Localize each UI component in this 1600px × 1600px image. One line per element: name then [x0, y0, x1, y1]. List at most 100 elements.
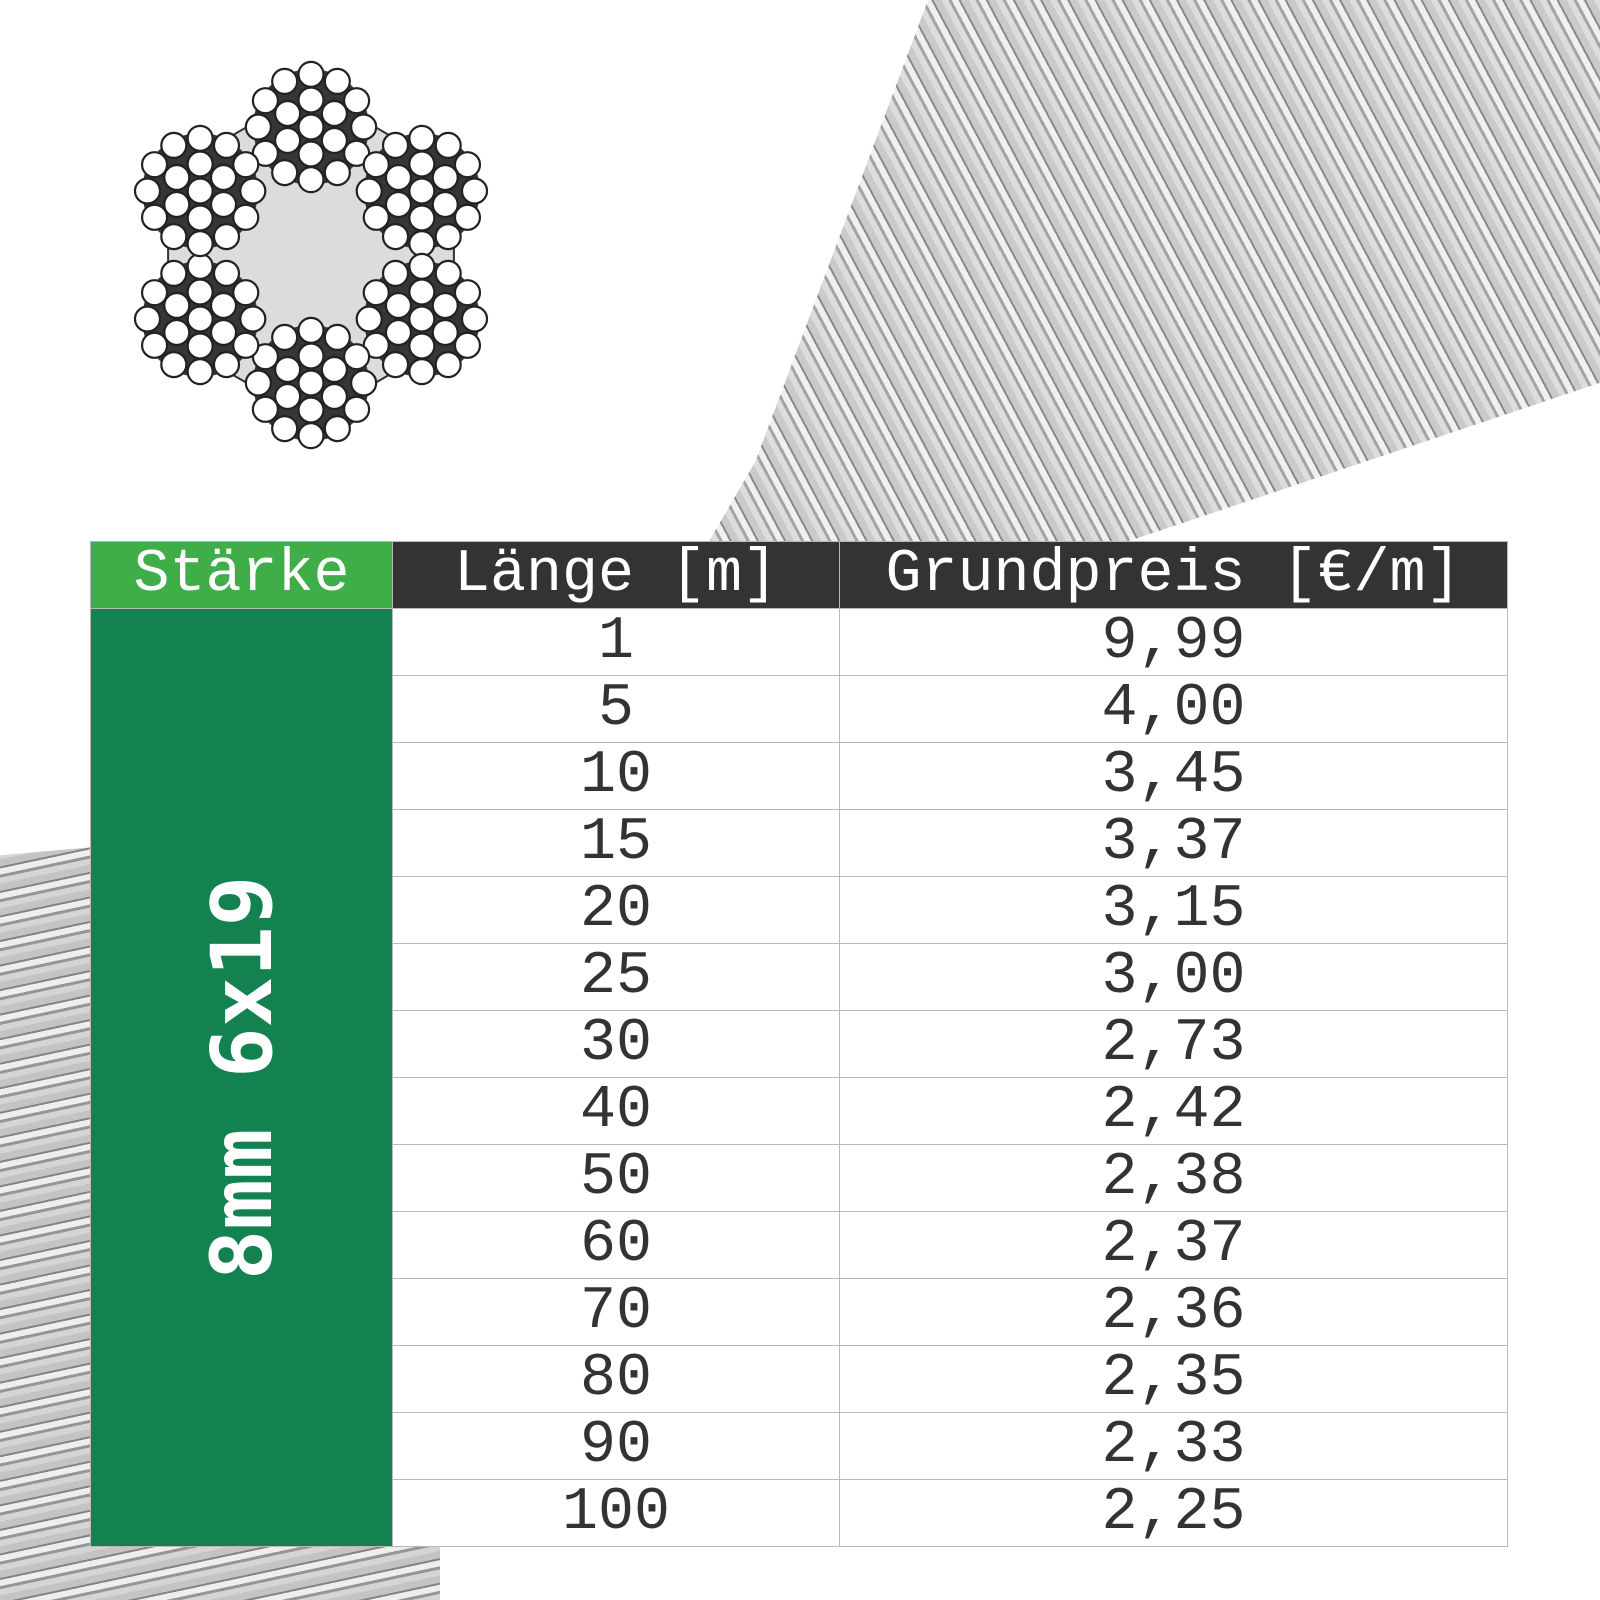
wire	[362, 203, 390, 231]
wire	[239, 177, 267, 205]
wire	[274, 355, 302, 384]
wire	[355, 177, 383, 205]
thickness-cell: 8mm 6x19	[90, 608, 393, 1547]
wire	[212, 350, 241, 379]
header-row: Stärke Länge [m] Grundpreis [€/m]	[90, 541, 1508, 609]
wire	[186, 332, 214, 360]
wire	[186, 177, 214, 205]
wire	[212, 131, 241, 160]
wire	[434, 131, 462, 160]
wire	[271, 158, 299, 187]
wire	[163, 190, 191, 219]
wire	[160, 131, 188, 160]
table-row: 8mm 6x19 1 9,99	[90, 608, 1508, 1547]
wire	[431, 318, 459, 347]
length-cell: 15	[392, 809, 840, 877]
wire	[323, 158, 351, 187]
wire	[271, 414, 299, 443]
table-row: 20 3,15	[91, 876, 1508, 944]
table-row: 40 2,42	[91, 1077, 1508, 1145]
length-cell: 30	[392, 1010, 840, 1078]
wire	[453, 151, 482, 179]
wire	[320, 99, 348, 128]
wire	[212, 259, 241, 288]
wire	[297, 113, 325, 141]
wire	[140, 331, 169, 359]
wire	[297, 140, 325, 168]
wire	[251, 395, 280, 423]
price-cell: 2,33	[839, 1412, 1508, 1480]
wire	[160, 259, 188, 288]
wire	[297, 342, 325, 370]
price-cell: 2,35	[839, 1345, 1508, 1413]
wire	[408, 332, 436, 360]
price-cell: 4,00	[839, 675, 1508, 743]
wire	[381, 259, 410, 288]
wire	[186, 204, 214, 232]
wire	[408, 278, 436, 306]
wire	[408, 124, 436, 152]
price-cell: 2,37	[839, 1211, 1508, 1279]
length-cell: 10	[392, 742, 840, 810]
wire	[140, 203, 169, 231]
wire	[381, 222, 410, 251]
header-thickness: Stärke	[90, 541, 393, 609]
wire	[320, 382, 348, 411]
length-cell: 70	[392, 1278, 840, 1346]
wire	[342, 87, 371, 115]
wire	[342, 343, 371, 371]
table-row: 15 3,37	[91, 809, 1508, 877]
wire	[460, 305, 489, 333]
wire	[186, 230, 214, 258]
wire	[381, 131, 410, 160]
wire	[323, 323, 351, 352]
wire	[381, 350, 410, 379]
length-cell: 60	[392, 1211, 840, 1279]
wire	[133, 305, 162, 333]
wire	[408, 358, 436, 386]
thickness-label: 8mm 6x19	[192, 875, 291, 1280]
wire	[232, 203, 260, 231]
header-length: Länge [m]	[392, 541, 840, 609]
table-row: 90 2,33	[91, 1412, 1508, 1480]
wire	[350, 369, 378, 397]
wire	[453, 279, 482, 307]
wire	[209, 190, 238, 219]
wire	[408, 230, 436, 258]
wire	[453, 331, 482, 359]
length-cell: 20	[392, 876, 840, 944]
price-cell: 3,45	[839, 742, 1508, 810]
wire	[271, 323, 299, 352]
wire	[408, 305, 436, 333]
table-row: 80 2,35	[91, 1345, 1508, 1413]
wire	[244, 113, 272, 141]
wire	[297, 86, 325, 114]
wire	[384, 291, 413, 320]
price-cell: 2,38	[839, 1144, 1508, 1212]
wire	[160, 350, 188, 379]
wire	[209, 291, 238, 320]
wire	[297, 316, 325, 344]
wire	[271, 67, 299, 96]
wire	[355, 305, 383, 333]
price-cell: 3,37	[839, 809, 1508, 877]
wire	[140, 151, 169, 179]
wire	[384, 163, 413, 192]
wire	[186, 124, 214, 152]
wire	[431, 163, 459, 192]
wire	[274, 126, 302, 155]
wire	[163, 318, 191, 347]
wire	[408, 150, 436, 178]
wire	[431, 291, 459, 320]
wire	[350, 113, 378, 141]
length-cell: 5	[392, 675, 840, 743]
wire	[232, 331, 260, 359]
wire	[320, 126, 348, 155]
table-row: 10 3,45	[91, 742, 1508, 810]
price-cell: 9,99	[839, 608, 1508, 676]
wire	[251, 87, 280, 115]
wire	[140, 279, 169, 307]
wire	[244, 369, 272, 397]
price-table: Stärke Länge [m] Grundpreis [€/m] 8mm 6x…	[90, 541, 1508, 1547]
wire	[434, 350, 462, 379]
